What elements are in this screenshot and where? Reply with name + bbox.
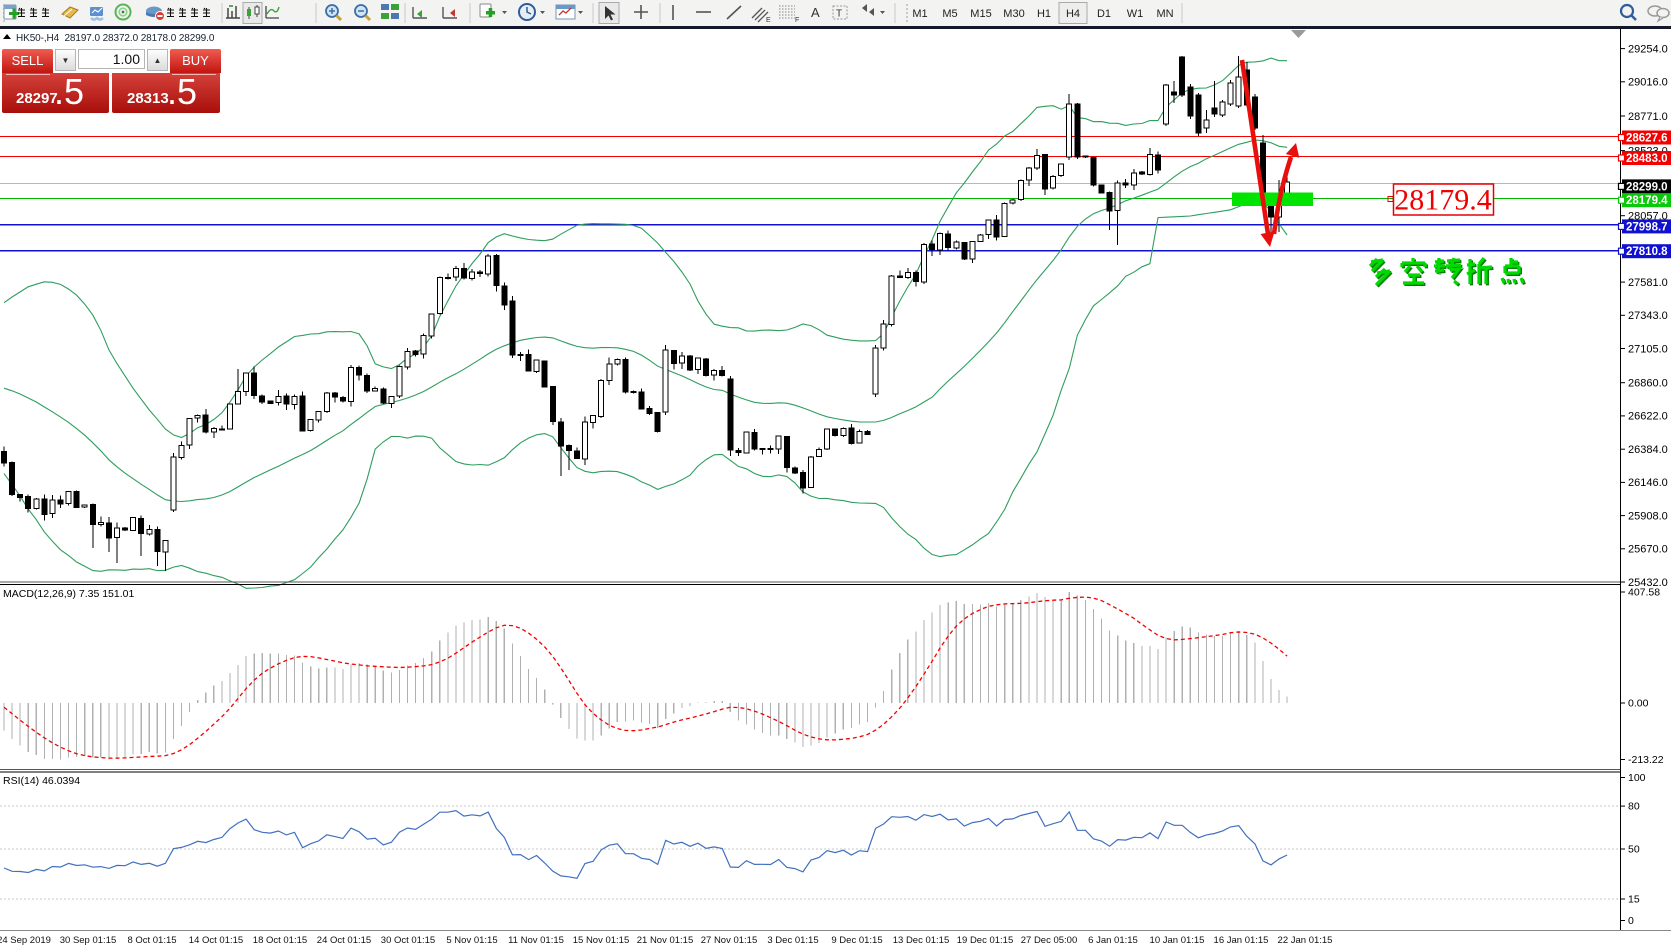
svg-text:28179.4: 28179.4 [1394,184,1492,217]
svg-text:26860.0: 26860.0 [1628,378,1668,390]
svg-text:30 Sep 01:15: 30 Sep 01:15 [60,935,117,946]
svg-text:MACD(12,26,9) 7.35 151.01: MACD(12,26,9) 7.35 151.01 [3,588,134,600]
svg-text:HK50-,H4 28197.0 28372.0 2817: HK50-,H4 28197.0 28372.0 28178.0 28299.0 [16,33,215,44]
svg-text:26622.0: 26622.0 [1628,411,1668,423]
svg-text:MN: MN [1156,8,1173,20]
svg-text:H1: H1 [1037,8,1051,20]
svg-text:27 Dec 05:00: 27 Dec 05:00 [1021,935,1078,946]
svg-text:18 Oct 01:15: 18 Oct 01:15 [253,935,307,946]
svg-text:25432.0: 25432.0 [1628,577,1668,589]
svg-text:29016.0: 29016.0 [1628,77,1668,89]
svg-text:28179.4: 28179.4 [1626,195,1668,207]
svg-text:D1: D1 [1097,8,1111,20]
svg-text:11 Nov 01:15: 11 Nov 01:15 [508,935,564,946]
svg-text:15: 15 [1628,894,1640,906]
svg-text:14 Oct 01:15: 14 Oct 01:15 [189,935,243,946]
svg-text:6 Jan 01:15: 6 Jan 01:15 [1088,935,1138,946]
svg-text:27 Nov 01:15: 27 Nov 01:15 [701,935,758,946]
svg-text:3 Dec 01:15: 3 Dec 01:15 [767,935,818,946]
svg-text:10 Jan 01:15: 10 Jan 01:15 [1150,935,1205,946]
svg-text:5 Nov 01:15: 5 Nov 01:15 [446,935,497,946]
svg-text:25908.0: 25908.0 [1628,510,1668,522]
svg-text:30 Oct 01:15: 30 Oct 01:15 [381,935,435,946]
svg-text:RSI(14) 46.0394: RSI(14) 46.0394 [3,775,80,787]
svg-text:100: 100 [1628,772,1646,784]
svg-text:19 Dec 01:15: 19 Dec 01:15 [957,935,1014,946]
svg-text:50: 50 [1628,844,1640,856]
svg-text:21 Nov 01:15: 21 Nov 01:15 [637,935,694,946]
svg-text:F: F [795,17,799,24]
svg-text:28299.0: 28299.0 [1626,181,1668,193]
svg-text:16 Jan 01:15: 16 Jan 01:15 [1214,935,1269,946]
svg-text:24 Sep 2019: 24 Sep 2019 [0,935,51,946]
svg-text:M30: M30 [1003,8,1024,20]
svg-text:A: A [811,5,820,20]
svg-text:-213.22: -213.22 [1628,754,1664,766]
svg-text:M15: M15 [970,8,991,20]
svg-text:22 Jan 01:15: 22 Jan 01:15 [1278,935,1333,946]
svg-text:26384.0: 26384.0 [1628,444,1668,456]
svg-text:27105.0: 27105.0 [1628,343,1668,355]
svg-text:0.00: 0.00 [1628,698,1649,710]
svg-text:15 Nov 01:15: 15 Nov 01:15 [573,935,630,946]
svg-text:24 Oct 01:15: 24 Oct 01:15 [317,935,371,946]
svg-text:27810.8: 27810.8 [1626,246,1668,258]
svg-text:8 Oct 01:15: 8 Oct 01:15 [127,935,176,946]
svg-text:9 Dec 01:15: 9 Dec 01:15 [831,935,882,946]
svg-text:0: 0 [1628,915,1634,927]
svg-text:407.58: 407.58 [1628,587,1660,599]
svg-text:T: T [836,9,842,20]
svg-text:28483.0: 28483.0 [1626,153,1668,165]
svg-text:27343.0: 27343.0 [1628,310,1668,322]
svg-text:W1: W1 [1127,8,1144,20]
svg-text:29254.0: 29254.0 [1628,43,1668,55]
svg-text:28771.0: 28771.0 [1628,111,1668,123]
svg-text:25670.0: 25670.0 [1628,544,1668,556]
svg-text:80: 80 [1628,801,1640,813]
svg-text:M1: M1 [912,8,927,20]
svg-text:H4: H4 [1066,8,1080,20]
svg-text:27998.7: 27998.7 [1626,221,1668,233]
svg-text:28627.6: 28627.6 [1626,133,1668,145]
svg-text:E: E [766,17,771,24]
svg-text:26146.0: 26146.0 [1628,477,1668,489]
svg-text:13 Dec 01:15: 13 Dec 01:15 [893,935,950,946]
svg-text:27581.0: 27581.0 [1628,277,1668,289]
svg-text:M5: M5 [942,8,957,20]
